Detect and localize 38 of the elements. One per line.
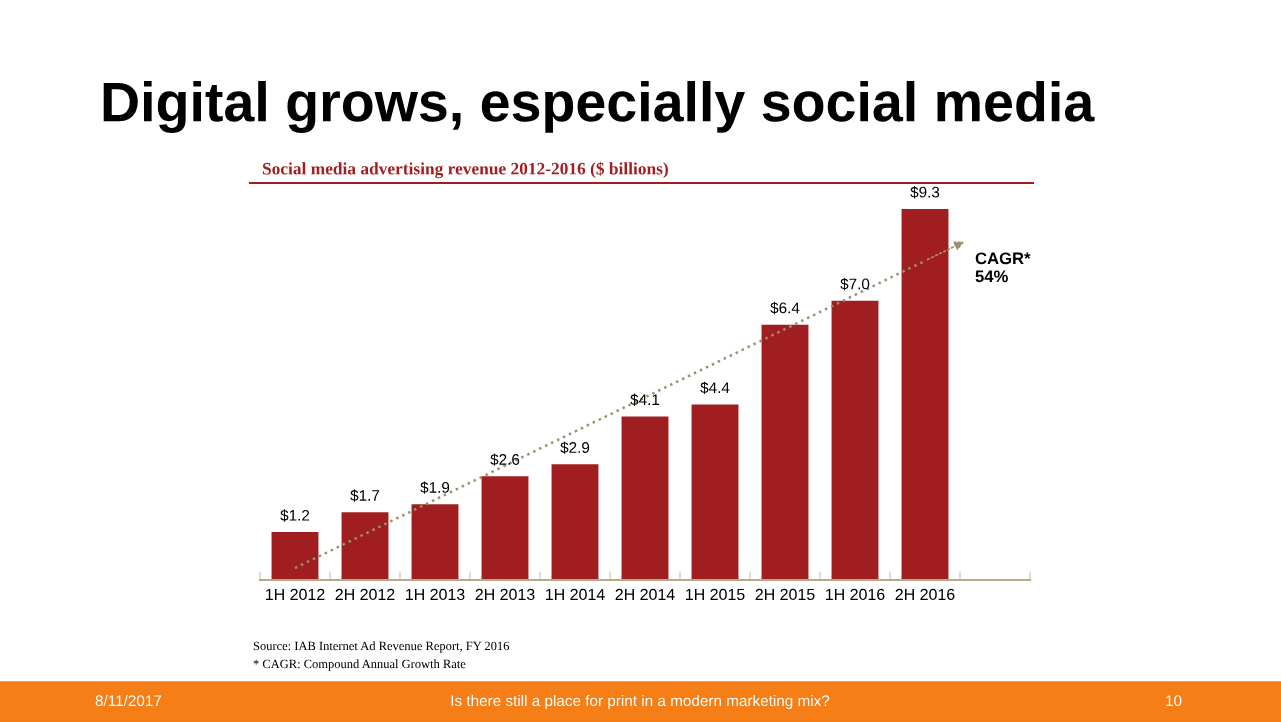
data-label: $6.4 xyxy=(770,301,800,315)
chart-title: Digital grows, especially social media xyxy=(103,80,1095,134)
text: CAGR* 54% xyxy=(975,252,1031,283)
chart-subtitle: Social media advertising revenue 2012-2016 ($ billions) xyxy=(262,161,668,179)
bar xyxy=(831,300,879,580)
x-tick-label: 1H 2015 xyxy=(686,588,745,601)
source-note: Source: IAB Internet Ad Revenue Report, FY 2016 xyxy=(253,641,510,653)
text: Is there still a place for print in a modern marketing mix? xyxy=(451,694,830,710)
bar xyxy=(691,404,739,580)
x-tick-label: 1H 2014 xyxy=(546,588,605,601)
bar xyxy=(621,416,669,580)
bar xyxy=(411,504,459,580)
data-label: $2.9 xyxy=(560,441,590,454)
bar xyxy=(901,208,949,580)
text: 10 xyxy=(1166,695,1182,707)
x-tick-label: 2H 2016 xyxy=(895,588,955,601)
data-label: $1.7 xyxy=(350,489,380,502)
bar xyxy=(761,324,809,580)
x-tick-label: 2H 2015 xyxy=(755,588,815,601)
x-tick-label: 2H 2012 xyxy=(335,588,395,601)
bar xyxy=(481,476,529,580)
x-tick-label: 1H 2012 xyxy=(266,588,325,601)
text: 8/11/2017 xyxy=(95,694,162,707)
data-label: $1.2 xyxy=(280,509,310,522)
bar xyxy=(551,464,599,580)
x-tick-label: 1H 2016 xyxy=(826,588,885,601)
data-label: $4.4 xyxy=(700,381,730,394)
data-label: $7.0 xyxy=(840,277,870,291)
data-label: $1.9 xyxy=(420,481,450,494)
data-label: $2.6 xyxy=(490,453,520,466)
data-label: $4.1 xyxy=(630,393,660,406)
x-tick-label: 2H 2013 xyxy=(475,588,535,601)
x-tick-label: 1H 2013 xyxy=(406,588,465,601)
x-tick-label: 2H 2014 xyxy=(615,588,675,601)
text: * CAGR: Compound Annual Growth Rate xyxy=(253,659,466,671)
data-label: $9.3 xyxy=(910,186,940,199)
bar xyxy=(341,512,389,580)
bar xyxy=(271,532,319,580)
